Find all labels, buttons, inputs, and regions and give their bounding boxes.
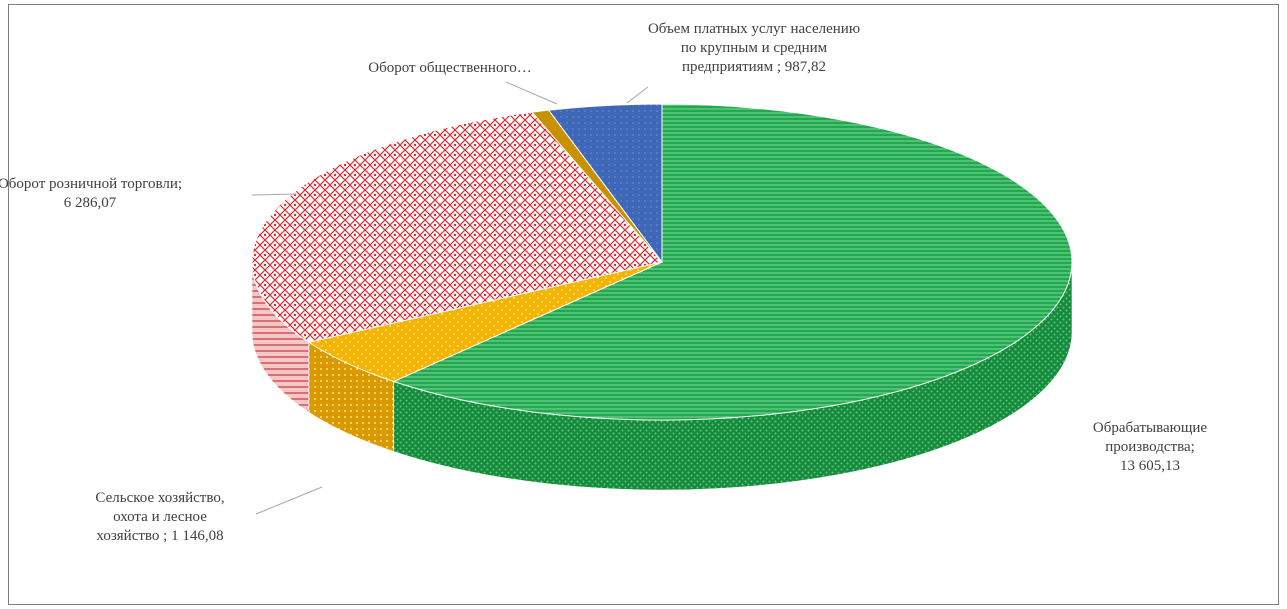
data-label-services: по крупным и средним	[681, 40, 828, 56]
pie-tops	[251, 103, 1073, 421]
pie-slice-services	[547, 103, 663, 264]
data-label-manufacturing: производства;	[1105, 439, 1195, 455]
data-label-agriculture: охота и лесное	[113, 509, 207, 525]
data-label-agriculture: хозяйство ; 1 146,08	[96, 528, 223, 544]
data-label-agriculture: Сельское хозяйство,	[95, 490, 224, 506]
pie-slice-manufacturing	[392, 103, 1073, 421]
pie-slice-retail	[251, 111, 663, 343]
leader-line-services	[626, 86, 649, 104]
leader-line-retail	[251, 193, 297, 196]
leader-line-agriculture	[255, 486, 323, 515]
data-label-catering: Оборот общественного…	[368, 60, 531, 76]
data-label-retail: Оборот розничной торговли;	[0, 176, 182, 192]
data-label-retail: 6 286,07	[64, 195, 117, 211]
data-label-services: Объем платных услуг населению	[648, 21, 860, 37]
pie-leaders	[251, 81, 649, 515]
pie-labels: Обрабатывающие производства; 13 605,13 Сель…	[0, 21, 1207, 544]
data-label-services: предприятиям ; 987,82	[682, 59, 826, 75]
data-label-manufacturing: Обрабатывающие	[1093, 420, 1207, 436]
data-label-manufacturing: 13 605,13	[1120, 458, 1180, 474]
leader-line-catering	[505, 81, 558, 105]
